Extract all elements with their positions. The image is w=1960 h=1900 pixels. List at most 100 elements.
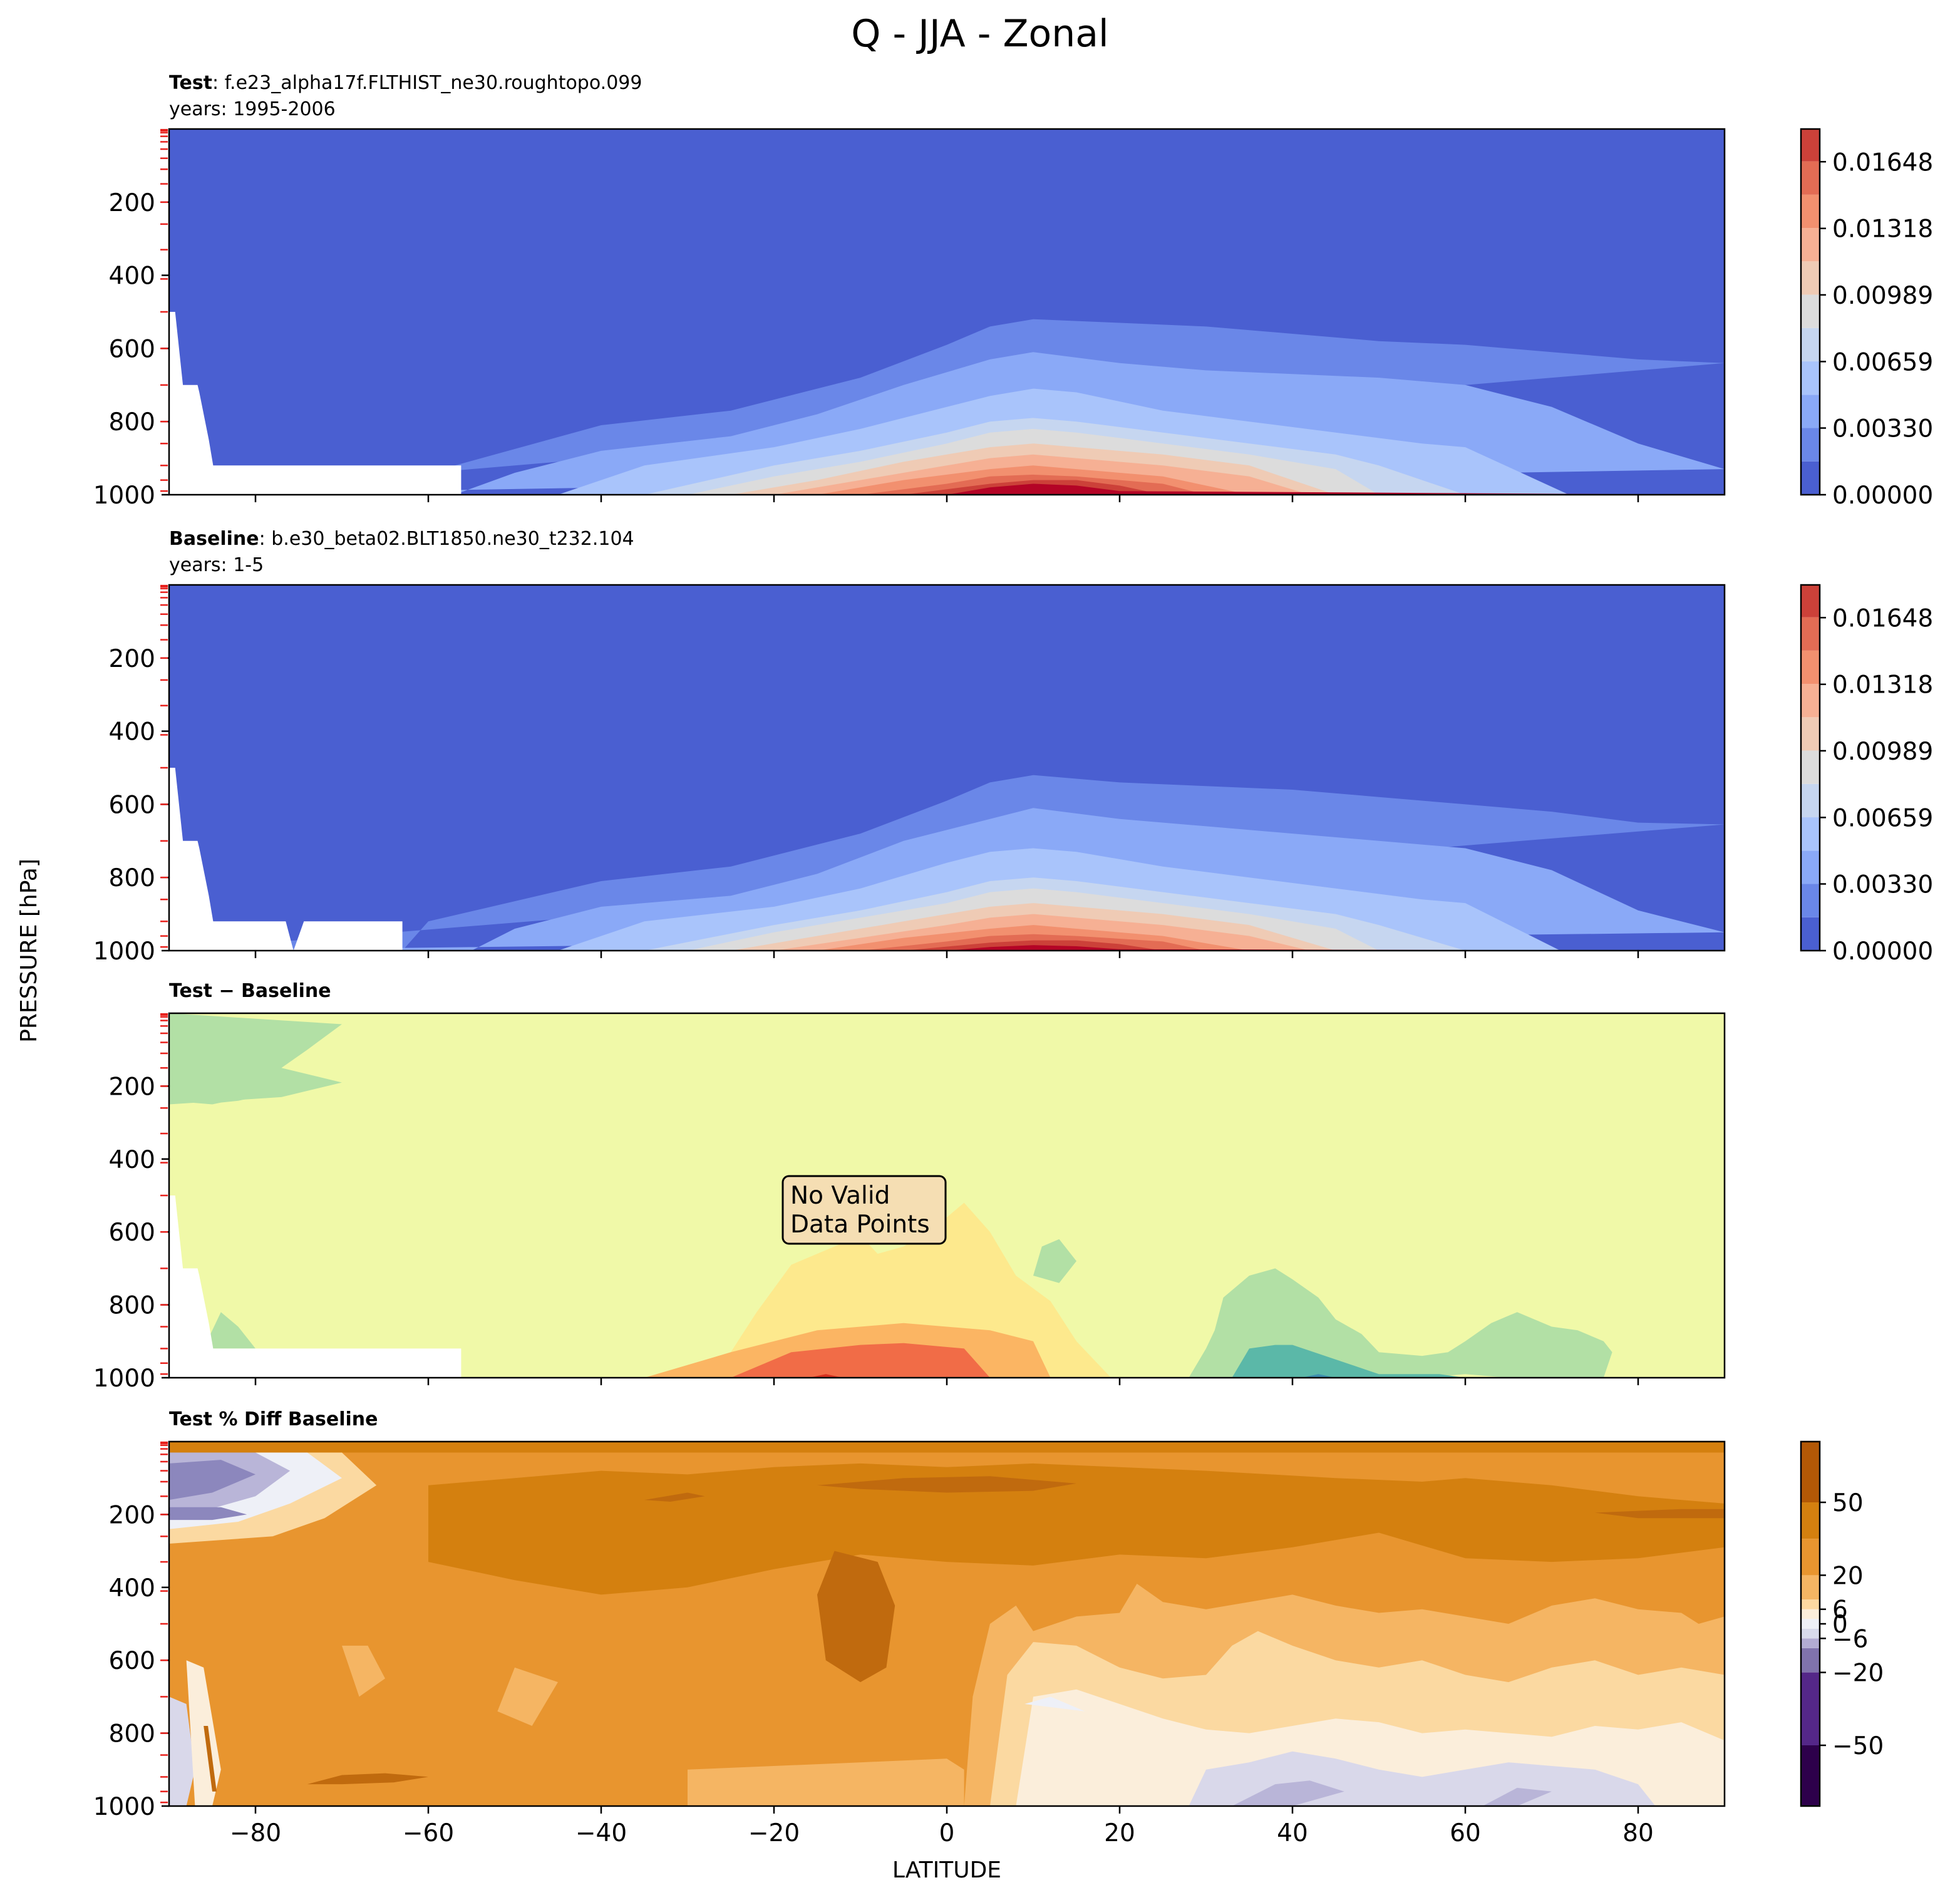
percent-difference-colorbar-label-5: −20 [1832,1660,1884,1688]
percent-difference-colorbar-swatch-6 [1801,1609,1820,1619]
panel-baseline-axes: 200 400 600 800 1000 [93,584,1639,966]
baseline-colorbar-swatch-0 [1801,917,1820,951]
baseline-colorbar-swatch-3 [1801,817,1820,851]
panel-test-subtitle: years: 1995-2006 [169,98,336,120]
percent-difference-ytick-label-1: 400 [109,1574,155,1603]
test-colorbar-swatch-3 [1801,361,1820,395]
percent-difference-colorbar-swatch-1 [1801,1672,1820,1745]
percent-difference-region-13 [1024,1696,1085,1712]
test-colorbar-swatch-7 [1801,228,1820,262]
test-ytick-label-1: 400 [109,262,155,291]
panel-baseline-subtitle: years: 1-5 [169,554,264,576]
percent-difference-xtick-label-7: 60 [1450,1819,1481,1847]
test-colorbar-swatch-2 [1801,395,1820,428]
difference-region-5 [808,1374,843,1378]
percent-difference-region-4 [644,1492,705,1502]
no-valid-data-box: No Valid Data Points [781,1175,947,1245]
test-band-8 [169,474,1725,495]
test-band-7 [169,465,1725,495]
percent-difference-region-16 [1482,1787,1552,1806]
baseline-ytick-label-1: 400 [109,718,155,746]
baseline-ytick-label-0: 200 [109,645,155,673]
percent-difference-region-9 [497,1667,558,1726]
panel-difference-title-bold: Test − Baseline [169,980,331,1002]
difference-region-6 [1033,1239,1076,1283]
baseline-band-6 [169,914,1725,951]
percent-difference-xtick-label-4: 0 [939,1819,955,1847]
test-missing-region [169,129,462,495]
baseline-ytick-label-2: 600 [109,791,155,819]
percent-difference-colorbar-label-2: 6 [1832,1596,1848,1624]
panel-percent-difference: Test % Diff Baseline −80 −60 −40 −20 0 20 40 60… [93,1408,1884,1847]
panel-baseline-colorbar: 0.01648 0.01318 0.00989 0.00659 0.00330 0.000… [1800,584,1933,966]
percent-difference-colorbar-swatch-3 [1801,1638,1820,1648]
percent-difference-region-21 [169,1507,247,1521]
percent-difference-colorbar-label-6: −50 [1832,1732,1884,1760]
percent-difference-xtick-label-8: 80 [1622,1819,1654,1847]
test-colorbar-label-2: 0.00989 [1832,282,1933,310]
difference-ytick-label-4: 1000 [93,1365,155,1393]
percent-difference-colorbar-swatch-5 [1801,1619,1820,1629]
percent-difference-region-24 [204,1726,217,1792]
test-colorbar-swatch-0 [1801,461,1820,495]
percent-difference-region-8 [688,1758,964,1806]
baseline-colorbar-swatch-8 [1801,650,1820,684]
percent-difference-colorbar-swatch-8 [1801,1575,1820,1600]
panel-percent-difference-title: Test % Diff Baseline [169,1408,378,1430]
percent-difference-xtick-label-1: −60 [403,1819,454,1847]
difference-region-1 [169,1097,255,1105]
test-colorbar-swatch-6 [1801,261,1820,295]
panel-baseline-plot [169,585,1725,951]
difference-region-10 [1301,1374,1336,1378]
panel-difference: Test − Baseline 200 400 600 800 1000 No Vali… [93,980,1726,1393]
baseline-colorbar-swatch-9 [1801,617,1820,651]
percent-difference-ytick-label-2: 600 [109,1647,155,1675]
baseline-colorbar-swatch-10 [1801,585,1820,617]
test-ytick-label-4: 1000 [93,482,155,510]
baseline-band-7 [169,925,1725,951]
percent-difference-colorbar-swatch-2 [1801,1648,1820,1673]
difference-region-4 [731,1343,990,1378]
test-colorbar-label-4: 0.00330 [1832,415,1933,443]
no-valid-data-box-bg [781,1175,947,1245]
test-colorbar-frame [1800,128,1821,496]
difference-ytick-label-0: 200 [109,1073,155,1101]
baseline-colorbar-label-4: 0.00330 [1832,871,1933,899]
percent-difference-xtick-label-6: 40 [1277,1819,1308,1847]
panel-percent-difference-plot [169,1442,1725,1806]
baseline-colorbar-swatch-6 [1801,717,1820,751]
percent-difference-region-2 [817,1551,895,1683]
test-ytick-label-0: 200 [109,189,155,217]
panel-test: Test: f.e23_alpha17f.FLTHIST_ne30.rought… [93,72,1934,510]
x-axis-label: LATITUDE [892,1857,1001,1883]
baseline-missing-region [169,585,403,951]
percent-difference-colorbar-frame [1800,1440,1821,1807]
test-colorbar-swatch-5 [1801,294,1820,328]
test-ytick-label-2: 600 [109,335,155,363]
difference-region-0 [169,1013,342,1105]
panel-percent-difference-axes: −80 −60 −40 −20 0 20 40 60 80 200 400 600 800 1000 [93,1441,1654,1847]
figure-title: Q - JJA - Zonal [851,12,1108,56]
percent-difference-colorbar-swatch-4 [1801,1628,1820,1639]
percent-difference-colorbar-swatch-11 [1801,1442,1820,1502]
panel-difference-axes: 200 400 600 800 1000 [93,1013,1639,1393]
difference-region-7 [204,1312,255,1349]
panel-difference-plot [169,1013,1725,1378]
percent-difference-colorbar-label-4: −6 [1832,1625,1869,1653]
panel-test-plot [169,129,1725,495]
panel-baseline-title-text: : b.e30_beta02.BLT1850.ne30_t232.104 [259,528,634,550]
percent-difference-xtick-label-3: −20 [748,1819,800,1847]
baseline-colorbar-label-3: 0.00659 [1832,804,1933,832]
test-colorbar-label-3: 0.00659 [1832,348,1933,376]
difference-region-9 [1232,1345,1465,1378]
panel-baseline: Baseline: b.e30_beta02.BLT1850.ne30_t232… [93,528,1934,966]
percent-difference-region-10 [342,1645,385,1697]
baseline-band-9 [169,940,1725,951]
percent-difference-region-3 [817,1476,1076,1493]
difference-missing-region [169,1013,462,1378]
percent-difference-colorbar-swatch-7 [1801,1599,1820,1609]
percent-difference-ytick-label-0: 200 [109,1501,155,1529]
panel-test-title-bold: Test [169,72,212,94]
panel-percent-difference-colorbar: 50 20 60−6 −20 −50 [1800,1440,1884,1807]
